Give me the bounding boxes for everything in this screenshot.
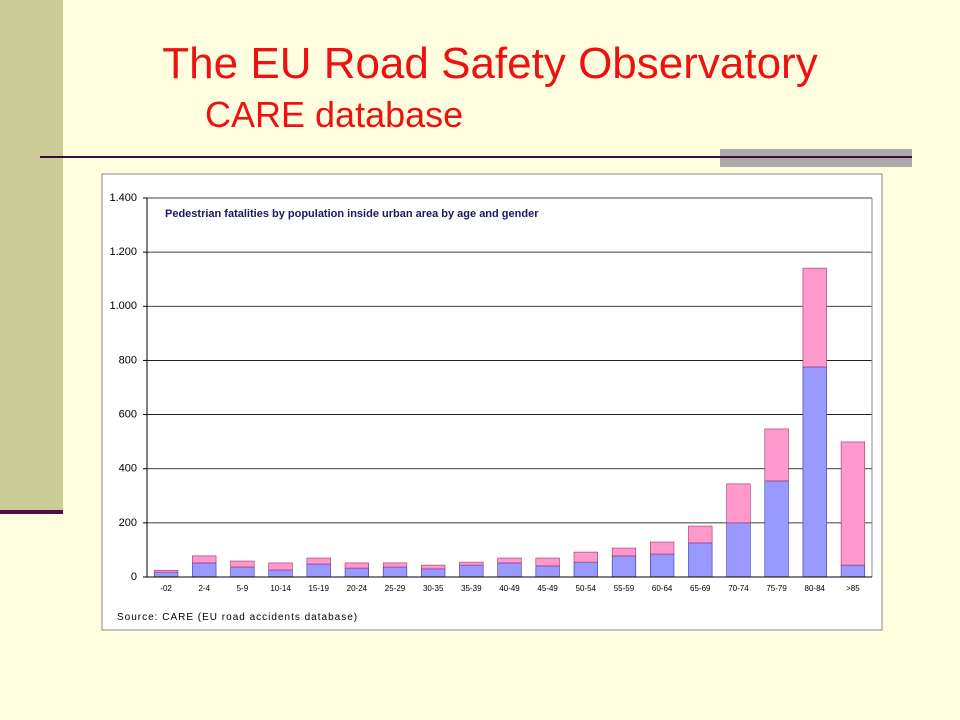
bar-segment [650,541,675,555]
bar-segment [306,563,331,578]
source-note: Source: CARE (EU road accidents database… [117,612,358,623]
bar-segment [764,428,789,482]
bar-segment [726,522,751,578]
bar-segment [497,557,522,564]
x-tick-label: -02 [160,584,172,593]
bar-segment [840,441,866,566]
y-tick-label: 1.000 [109,300,137,312]
x-tick-label: 75-79 [766,584,787,593]
y-tick-label: 200 [119,517,137,529]
bar-segment [573,561,598,578]
bar-segment [344,567,369,578]
x-tick-label: 20-24 [347,584,368,593]
bar-segment [230,560,255,568]
bar-segment [764,480,789,578]
side-bar [0,0,63,510]
bar-segment [573,551,598,563]
x-tick-label: 25-29 [385,584,406,593]
x-tick-label: 5-9 [237,584,249,593]
x-tick-label: 70-74 [728,584,749,593]
x-tick-label: 65-69 [690,584,711,593]
y-tick-label: 1.200 [109,246,137,258]
bar-segment [611,547,637,557]
bar-segment [192,555,217,564]
x-tick-label: 10-14 [270,584,291,593]
bar-segment [344,562,369,569]
x-tick-label: 15-19 [308,584,329,593]
chart-title: Pedestrian fatalities by population insi… [165,208,539,220]
chart-frame [101,173,883,631]
slide-subtitle: CARE database [205,94,463,135]
bar-segment [802,366,827,578]
bar-segment [611,555,637,578]
x-tick-label: 35-39 [461,584,482,593]
bar-segment [153,569,179,573]
x-tick-label: 30-35 [423,584,444,593]
x-tick-label: 40-49 [499,584,520,593]
x-tick-label: >85 [846,584,860,593]
bar-segment [268,569,293,578]
bar-segment [802,267,827,368]
bar-segment [192,562,217,578]
x-tick-label: 80-84 [805,584,826,593]
x-tick-label: 55-59 [614,584,635,593]
side-bar-rule [0,510,63,514]
bar-segment [421,568,446,578]
bar-segment [459,564,484,578]
bar-segment [268,562,293,571]
slide-title: The EU Road Safety Observatory [162,39,817,88]
bar-segment [153,571,179,578]
bar-segment [421,564,446,570]
bar-segment [688,525,713,544]
y-tick-label: 600 [119,408,137,420]
chart: Pedestrian fatalities by population insi… [109,192,873,623]
bar-segment [650,553,675,578]
x-tick-label: 2-4 [198,584,210,593]
x-tick-label: 50-54 [576,584,597,593]
bar-segment [382,562,408,568]
y-tick-label: 400 [119,463,137,475]
bar-segment [382,566,408,578]
bar-segment [230,566,255,578]
bar-segment [306,557,331,565]
y-tick-label: 1.400 [109,192,137,204]
y-tick-label: 0 [131,571,137,583]
x-tick-label: 45-49 [537,584,558,593]
y-tick-label: 800 [119,354,137,366]
bar-segment [459,561,484,566]
bar-segment [535,565,560,578]
bar-segment [726,483,751,524]
bar-segment [497,562,522,578]
x-tick-label: 60-64 [652,584,673,593]
bar-segment [840,564,866,578]
bar-segment [535,557,560,567]
bar-segment [688,542,713,578]
